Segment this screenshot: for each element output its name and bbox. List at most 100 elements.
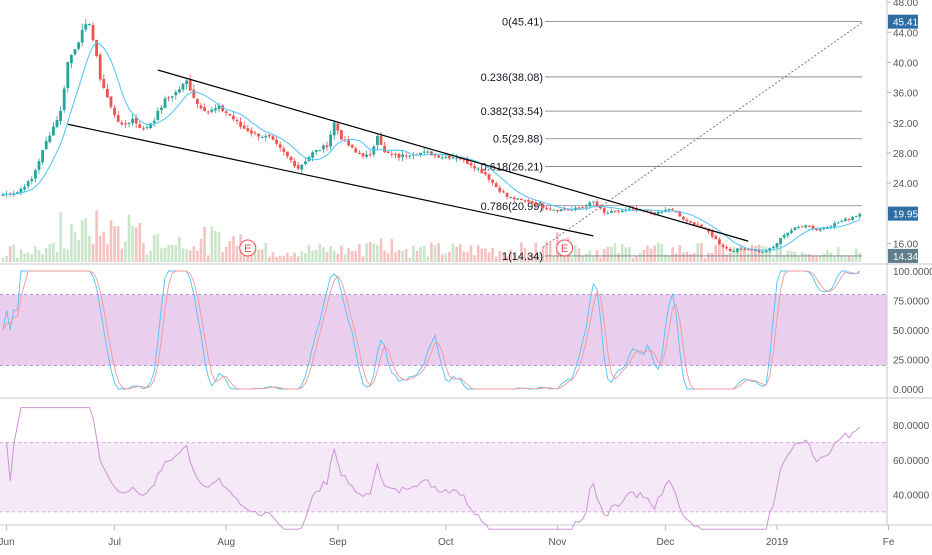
volume-bar <box>815 255 818 262</box>
candle-body <box>815 228 818 231</box>
volume-bar <box>790 250 793 262</box>
candle-body <box>808 225 811 227</box>
candle-body <box>228 113 232 116</box>
candle-body <box>66 62 70 88</box>
candle-body <box>336 123 340 131</box>
volume-bar <box>710 252 714 262</box>
volume-bar <box>192 246 196 262</box>
candle-body <box>844 218 847 222</box>
candle-body <box>250 130 253 134</box>
candle-body <box>232 115 235 120</box>
candle-body <box>217 105 221 109</box>
volume-bar <box>34 246 37 262</box>
fib-level-label: 0.5(29.88) <box>493 134 543 146</box>
candle-body <box>451 157 455 159</box>
candle-body <box>430 151 433 156</box>
volume-bar <box>577 248 581 262</box>
volume-bar <box>59 212 62 262</box>
volume-bar <box>178 236 181 262</box>
candle-body <box>606 212 610 214</box>
volume-bar <box>516 257 520 262</box>
candle-body <box>109 96 113 107</box>
candle-body <box>559 209 563 212</box>
volume-bar <box>840 255 844 262</box>
candle-body <box>476 168 480 170</box>
candle-body <box>253 132 257 134</box>
volume-bar <box>581 256 584 262</box>
volume-bar <box>224 247 228 262</box>
fib-level-label: 0.786(20.99) <box>481 201 543 213</box>
top-price-badge: 45.41 <box>893 18 918 29</box>
volume-bar <box>257 249 260 262</box>
price-tick-label: 36.00 <box>893 89 918 100</box>
candle-body <box>199 105 203 109</box>
volume-bar <box>667 255 671 262</box>
candle-body <box>138 124 142 129</box>
volume-bar <box>332 250 336 262</box>
candle-body <box>167 97 170 99</box>
volume-bar <box>296 256 300 262</box>
candle-body <box>120 122 124 125</box>
candle-body <box>239 121 242 127</box>
volume-bar <box>116 226 120 262</box>
volume-bar <box>52 242 55 262</box>
earnings-label: E <box>561 243 568 255</box>
candle-body <box>764 251 768 253</box>
volume-bar <box>822 253 826 262</box>
gridlines <box>0 0 932 526</box>
candle-body <box>329 134 332 147</box>
volume-bar <box>250 252 253 262</box>
volume-bar <box>372 243 376 262</box>
volume-bar <box>430 242 433 262</box>
volume-bar <box>714 244 718 262</box>
volume-bar <box>322 247 325 262</box>
candle-body <box>91 25 95 41</box>
trend-line <box>67 123 594 237</box>
volume-bar <box>646 245 649 262</box>
candle-body <box>433 154 437 156</box>
volume-bar <box>199 239 203 262</box>
volume-bar <box>592 256 595 262</box>
volume-bar <box>293 252 296 262</box>
candle-body <box>552 209 556 211</box>
rsi-tick-label: 40.0000 <box>893 491 930 502</box>
volume-bar <box>772 257 775 262</box>
volume-bar <box>635 255 638 262</box>
volume-bar <box>8 246 12 262</box>
candle-body <box>710 231 714 237</box>
volume-bar <box>743 249 746 262</box>
candle-body <box>34 170 37 179</box>
rsi-line <box>6 407 861 530</box>
candle-body <box>440 157 444 159</box>
candle-body <box>271 136 275 140</box>
volume-bar <box>84 218 88 262</box>
candle-body <box>494 183 498 188</box>
stochastic-tick-label: 75.0000 <box>893 297 930 308</box>
low-price-badge-bg <box>888 248 918 263</box>
volume-bar <box>44 247 48 262</box>
earnings-marker <box>239 239 257 257</box>
candle-body <box>660 211 664 213</box>
candle-body <box>786 232 790 236</box>
volume-bar <box>196 251 199 262</box>
volume-bar <box>73 232 77 262</box>
candle-body <box>196 98 199 105</box>
price-tick-label: 28.00 <box>893 149 918 160</box>
volume-bar <box>761 246 764 262</box>
volume-bar <box>512 254 516 262</box>
volume-bar <box>469 245 473 262</box>
candle-body <box>178 89 181 93</box>
candle-body <box>574 207 577 211</box>
volume-bar <box>620 243 624 262</box>
candle-body <box>617 210 620 212</box>
candle-body <box>221 105 224 112</box>
rsi-band <box>0 442 887 512</box>
volume-bar <box>836 247 840 262</box>
candle-body <box>779 237 782 244</box>
candle-body <box>743 248 746 250</box>
candle-body <box>383 145 386 153</box>
candle-body <box>480 169 484 174</box>
volume-bar <box>678 245 682 262</box>
